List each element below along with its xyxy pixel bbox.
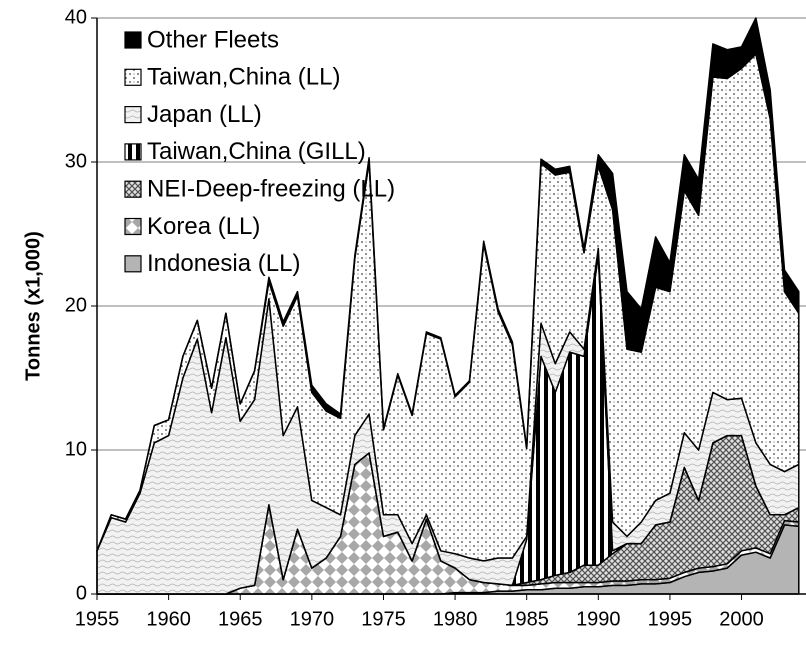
legend-label: Other Fleets (147, 26, 279, 53)
legend-swatch (124, 255, 142, 273)
x-tick-label: 1990 (576, 608, 621, 630)
y-tick-label: 0 (76, 582, 87, 604)
y-tick-label: 30 (65, 150, 87, 172)
y-tick-label: 10 (65, 438, 87, 460)
x-tick-label: 1960 (146, 608, 191, 630)
legend-label: Taiwan,China (LL) (147, 64, 340, 91)
x-tick-label: 1980 (433, 608, 478, 630)
x-tick-label: 1975 (361, 608, 406, 630)
y-axis-title: Tonnes (x1,000) (22, 231, 44, 381)
legend-label: Indonesia (LL) (147, 250, 300, 277)
legend-label: Taiwan,China (GILL) (147, 138, 366, 165)
area (96, 17, 800, 552)
legend-swatch (124, 105, 142, 124)
y-tick-label: 20 (65, 294, 87, 316)
y-tick-label: 40 (65, 6, 87, 28)
x-tick-label: 2000 (719, 608, 764, 630)
legend-swatch (124, 217, 142, 236)
legend-swatch (124, 68, 142, 86)
x-tick-label: 1955 (75, 608, 120, 630)
legend-label: Korea (LL) (147, 213, 260, 240)
x-tick-label: 1985 (504, 608, 549, 630)
x-tick-label: 1995 (648, 608, 693, 630)
legend-label: Japan (LL) (147, 101, 262, 128)
legend-swatch (124, 143, 142, 161)
legend-swatch (124, 31, 142, 49)
legend-swatch (124, 180, 142, 198)
x-tick-label: 1965 (218, 608, 263, 630)
x-tick-label: 1970 (290, 608, 335, 630)
legend-label: NEI-Deep-freezing (LL) (147, 176, 395, 203)
